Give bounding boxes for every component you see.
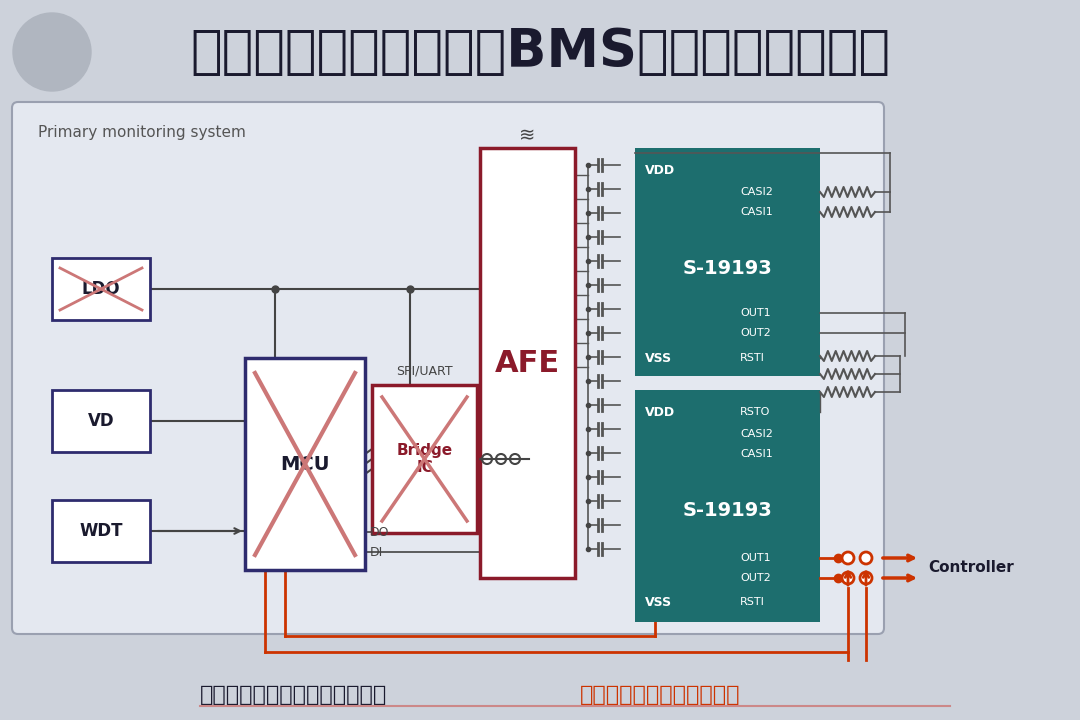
Text: OUT2: OUT2 [740,573,771,583]
Circle shape [842,572,854,584]
Text: RSTI: RSTI [740,597,765,607]
Text: LDO: LDO [82,280,120,298]
Text: SPI/UART: SPI/UART [396,364,453,377]
Text: RSTO: RSTO [740,407,770,417]
FancyBboxPatch shape [245,358,365,570]
Bar [635,148,820,376]
Text: バッテリー監視を継続可能: バッテリー監視を継続可能 [580,685,741,705]
Text: OUT1: OUT1 [740,553,771,563]
Text: WDT: WDT [79,522,123,540]
Text: VSS: VSS [645,351,672,364]
Text: OUT2: OUT2 [740,328,771,338]
Text: CASI1: CASI1 [740,449,773,459]
Ellipse shape [13,13,91,91]
Bar [635,390,820,622]
Text: CASI2: CASI2 [740,429,773,439]
Text: AFE: AFE [495,348,561,377]
Text: DI: DI [370,546,383,559]
Text: CASI2: CASI2 [740,187,773,197]
FancyBboxPatch shape [52,500,150,562]
FancyBboxPatch shape [480,148,575,578]
Text: RSTI: RSTI [740,353,765,363]
Text: メインの監視系が故障しても、: メインの監視系が故障しても、 [200,685,388,705]
Text: Controller: Controller [928,560,1014,575]
FancyBboxPatch shape [52,258,150,320]
FancyBboxPatch shape [52,390,150,452]
Text: S-19193: S-19193 [683,500,772,520]
Text: ≋: ≋ [519,127,536,145]
Text: VDD: VDD [645,163,675,176]
Text: OUT1: OUT1 [740,308,771,318]
FancyBboxPatch shape [372,385,477,533]
Text: VD: VD [87,412,114,430]
Text: スタンドアロン監視でBMSの機能継続性向上: スタンドアロン監視でBMSの機能継続性向上 [190,26,890,78]
Text: Primary monitoring system: Primary monitoring system [38,125,246,140]
Circle shape [842,552,854,564]
Text: VDD: VDD [645,405,675,418]
FancyBboxPatch shape [12,102,885,634]
Text: Bridge
IC: Bridge IC [396,443,453,475]
Text: MCU: MCU [280,454,329,474]
Circle shape [860,552,872,564]
Circle shape [860,572,872,584]
Text: CASI1: CASI1 [740,207,773,217]
Text: VSS: VSS [645,595,672,608]
Text: DO: DO [370,526,390,539]
Text: S-19193: S-19193 [683,258,772,277]
